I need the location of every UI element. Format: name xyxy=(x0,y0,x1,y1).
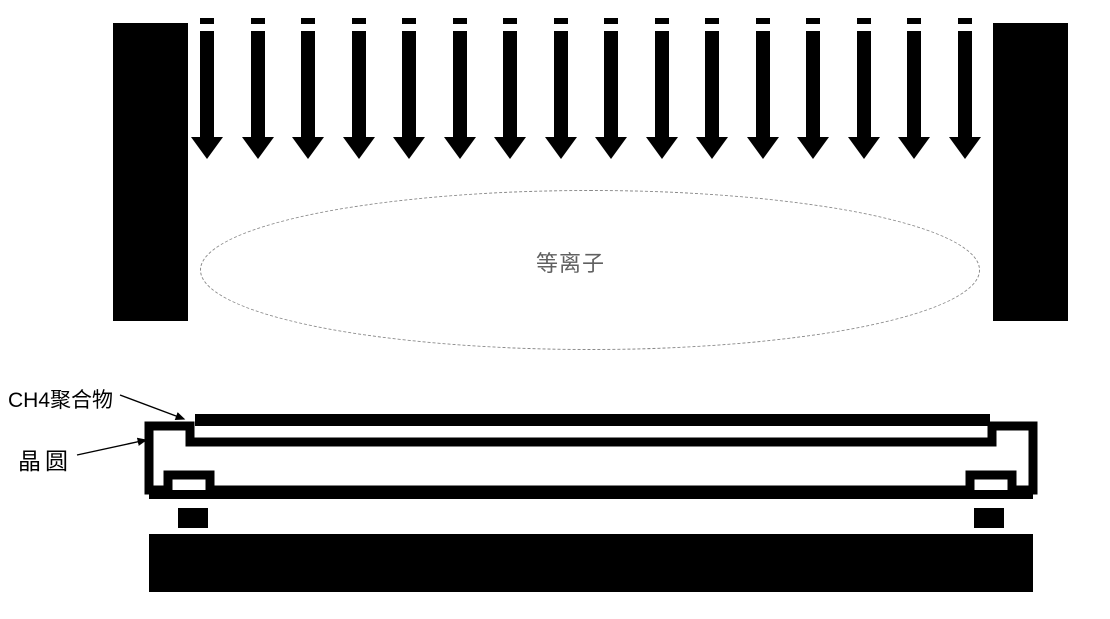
wafer-stage xyxy=(0,0,1110,619)
